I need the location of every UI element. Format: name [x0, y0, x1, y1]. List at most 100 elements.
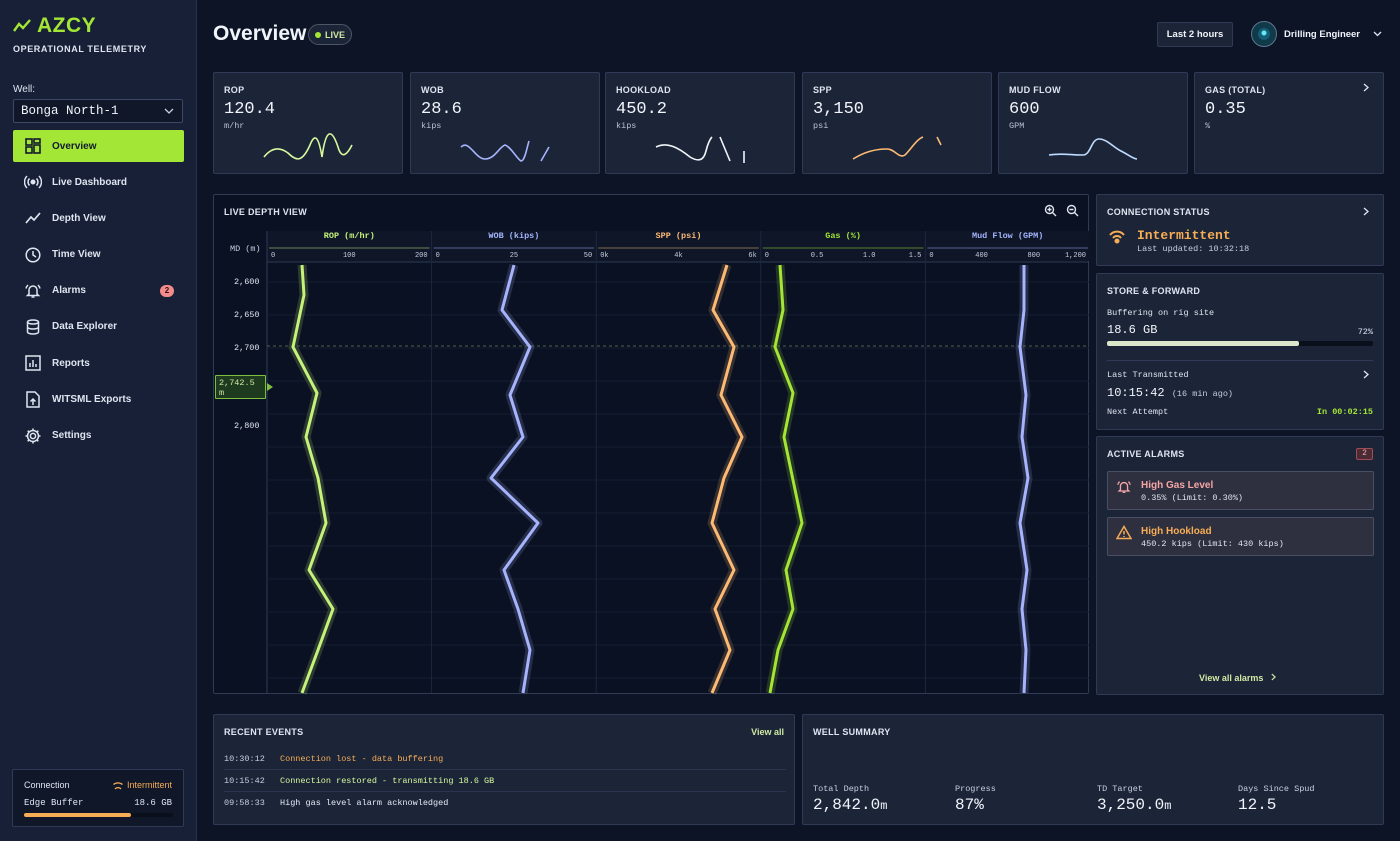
- recent-events-panel: RECENT EVENTS View all 10:30:12 Connecti…: [213, 714, 795, 825]
- track-header: SPP (psi): [655, 231, 702, 241]
- well-select[interactable]: Bonga North-1: [13, 99, 183, 123]
- metric-card-mud-flow[interactable]: MUD FLOW 600 GPM: [998, 72, 1188, 174]
- alarm-item-high-hookload[interactable]: High Hookload 450.2 kips (Limit: 430 kip…: [1107, 517, 1374, 556]
- summary-value: 3,250.0: [1097, 796, 1165, 814]
- zoom-in-icon[interactable]: [1044, 204, 1057, 217]
- view-all-events-link[interactable]: View all: [751, 727, 784, 737]
- metric-card-spp[interactable]: SPP 3,150 psi: [802, 72, 992, 174]
- metric-card-hookload[interactable]: HOOKLOAD 450.2 kips: [605, 72, 795, 174]
- well-select-value: Bonga North-1: [21, 104, 119, 118]
- time-range-button[interactable]: Last 2 hours: [1157, 22, 1233, 47]
- nav-item-label: WITSML Exports: [52, 393, 132, 405]
- nav-item-reports[interactable]: Reports: [13, 347, 184, 379]
- last-transmitted-time: 10:15:42 (16 min ago): [1107, 386, 1233, 400]
- track-accent-bar: [762, 247, 924, 249]
- active-alarms-panel: ACTIVE ALARMS 2 High Gas Level 0.35% (Li…: [1096, 436, 1384, 695]
- buffering-label: Buffering on rig site: [1107, 308, 1215, 318]
- metric-card-rop[interactable]: ROP 120.4 m/hr: [213, 72, 403, 174]
- chevron-right-icon[interactable]: [1363, 207, 1369, 216]
- connection-status-title: CONNECTION STATUS: [1107, 207, 1210, 217]
- view-all-alarms-link[interactable]: View all alarms: [1199, 673, 1276, 683]
- last-transmitted-value: 10:15:42: [1107, 386, 1165, 400]
- nav-item-label: Data Explorer: [52, 321, 118, 333]
- nav-item-depth-view[interactable]: Depth View: [13, 202, 184, 234]
- alarm-item-high-gas[interactable]: High Gas Level 0.35% (Limit: 0.30%): [1107, 471, 1374, 510]
- user-menu[interactable]: Drilling Engineer: [1251, 21, 1382, 47]
- nav-item-live-dashboard[interactable]: Live Dashboard: [13, 166, 184, 198]
- md-axis-label: MD (m): [230, 244, 261, 254]
- brand[interactable]: AZCY: [13, 14, 96, 38]
- alarm-detail: 450.2 kips (Limit: 430 kips): [1141, 539, 1284, 549]
- chevron-down-icon: [1373, 31, 1382, 37]
- nav-item-label: Reports: [52, 357, 90, 369]
- buffer-progress-fill: [1107, 341, 1299, 346]
- track-tick-label: 400: [975, 252, 988, 260]
- well-summary-panel: WELL SUMMARY Total Depth 2,842.0m Progre…: [802, 714, 1384, 825]
- last-transmitted-label: Last Transmitted: [1107, 370, 1189, 380]
- metric-card-gas-total[interactable]: GAS (TOTAL) 0.35 %: [1194, 72, 1384, 174]
- summary-days-since-spud: Days Since Spud 12.5: [1238, 784, 1315, 814]
- well-label: Well:: [13, 84, 36, 95]
- metric-value: 0.35: [1205, 100, 1246, 119]
- metric-unit: psi: [813, 121, 829, 131]
- nav-item-alarms[interactable]: Alarms 2: [13, 275, 184, 307]
- track-header: ROP (m/hr): [323, 231, 375, 241]
- well-summary-title: WELL SUMMARY: [813, 727, 891, 737]
- summary-unit: m: [880, 799, 888, 813]
- chevron-right-icon[interactable]: [1363, 370, 1369, 379]
- metric-unit: kips: [421, 121, 442, 131]
- rop-sparkline: [263, 133, 353, 160]
- nav-item-settings[interactable]: Settings: [13, 420, 184, 452]
- track-tick-label: 1.0: [862, 252, 876, 260]
- connection-status-panel: CONNECTION STATUS Intermittent Last upda…: [1096, 194, 1384, 266]
- nav-item-data-explorer[interactable]: Data Explorer: [13, 311, 184, 343]
- track-tick-label: 1,200: [1064, 252, 1086, 260]
- event-time: 10:30:12: [224, 753, 265, 764]
- buffer-progress-bar: [1107, 341, 1373, 346]
- track-accent-bar: [598, 247, 759, 249]
- nav-item-label: Live Dashboard: [52, 176, 128, 188]
- wob-sparkline: [460, 140, 550, 162]
- trend-logo-icon: [13, 19, 31, 32]
- track-tick-label: 0: [435, 252, 440, 260]
- recent-events-title: RECENT EVENTS: [224, 727, 304, 737]
- metric-card-wob[interactable]: WOB 28.6 kips: [410, 72, 600, 174]
- current-depth-marker[interactable]: 2,742.5 m: [215, 375, 266, 399]
- nav-item-time-view[interactable]: Time View: [13, 239, 184, 271]
- buffer-percent: 72%: [1357, 327, 1373, 337]
- depth-tick: 2,800: [234, 421, 260, 431]
- zoom-out-icon[interactable]: [1066, 204, 1079, 217]
- depth-tick: 2,600: [234, 277, 260, 287]
- track-tick-label: 50: [583, 252, 593, 260]
- brand-subtitle: OPERATIONAL TELEMETRY: [13, 44, 147, 54]
- depth-view-title: LIVE DEPTH VIEW: [224, 207, 308, 217]
- buffer-size: 18.6 GB: [1107, 323, 1158, 337]
- connection-status-text: Intermittent: [126, 780, 172, 790]
- database-icon: [23, 317, 43, 337]
- summary-label: Progress: [955, 784, 996, 794]
- nav-item-overview[interactable]: Overview: [13, 130, 184, 162]
- event-message: Connection lost - data buffering: [280, 753, 444, 764]
- signal-icon: [113, 781, 123, 790]
- nav-item-witsml-exports[interactable]: WITSML Exports: [13, 383, 184, 415]
- nav-item-label: Time View: [52, 249, 101, 261]
- store-forward-title: STORE & FORWARD: [1107, 286, 1201, 296]
- track-curve: [489, 264, 540, 694]
- track-header: Mud Flow (GPM): [971, 231, 1044, 241]
- spp-sparkline: [852, 136, 942, 160]
- depth-tick: 2,650: [234, 310, 260, 320]
- track-curve: [1018, 265, 1030, 694]
- track-accent-bar: [269, 247, 430, 249]
- alarm-count-badge: 2: [160, 284, 174, 297]
- alarm-detail: 0.35% (Limit: 0.30%): [1141, 493, 1244, 503]
- chevron-right-icon: [1271, 673, 1276, 681]
- depth-tick: 2,700: [234, 343, 260, 353]
- next-attempt-label: Next Attempt: [1107, 407, 1169, 417]
- warning-triangle-icon: [1116, 525, 1132, 540]
- summary-unit: m: [1164, 799, 1172, 813]
- metric-value: 120.4: [224, 100, 276, 119]
- view-all-alarms-text: View all alarms: [1199, 673, 1264, 683]
- metric-label: SPP: [813, 85, 832, 95]
- trend-line-icon: [23, 208, 43, 228]
- chevron-right-icon: [1363, 83, 1369, 92]
